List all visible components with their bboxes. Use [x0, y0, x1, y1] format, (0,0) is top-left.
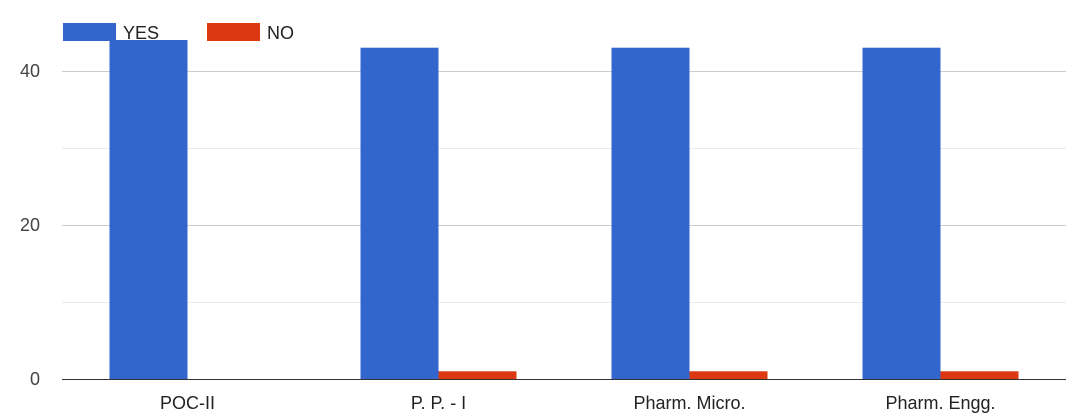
legend-label-yes: YES — [123, 23, 159, 43]
bar-no-4 — [940, 371, 1019, 379]
legend-swatch-yes — [63, 23, 116, 41]
y-tick-label: 20 — [20, 215, 40, 235]
legend-swatch-no — [207, 23, 260, 41]
x-category-label: Pharm. Engg. — [885, 393, 995, 413]
bar-yes-2 — [360, 47, 439, 380]
bar-no-2 — [438, 371, 517, 379]
legend-label-no: NO — [267, 23, 294, 43]
bars — [109, 40, 1019, 380]
bar-yes-1 — [109, 40, 188, 379]
x-axis-category-labels: POC-II P. P. - I Pharm. Micro. Pharm. Engg. — [160, 393, 996, 413]
y-axis-tick-labels: 0 20 40 — [20, 61, 40, 389]
y-tick-label: 0 — [30, 369, 40, 389]
bar-no-3 — [689, 371, 768, 379]
x-category-label: P. P. - I — [411, 393, 466, 413]
bar-yes-4 — [862, 47, 941, 380]
bar-yes-3 — [611, 47, 690, 380]
x-category-label: Pharm. Micro. — [633, 393, 745, 413]
y-tick-label: 40 — [20, 61, 40, 81]
legend: YES NO — [63, 23, 294, 43]
x-category-label: POC-II — [160, 393, 215, 413]
